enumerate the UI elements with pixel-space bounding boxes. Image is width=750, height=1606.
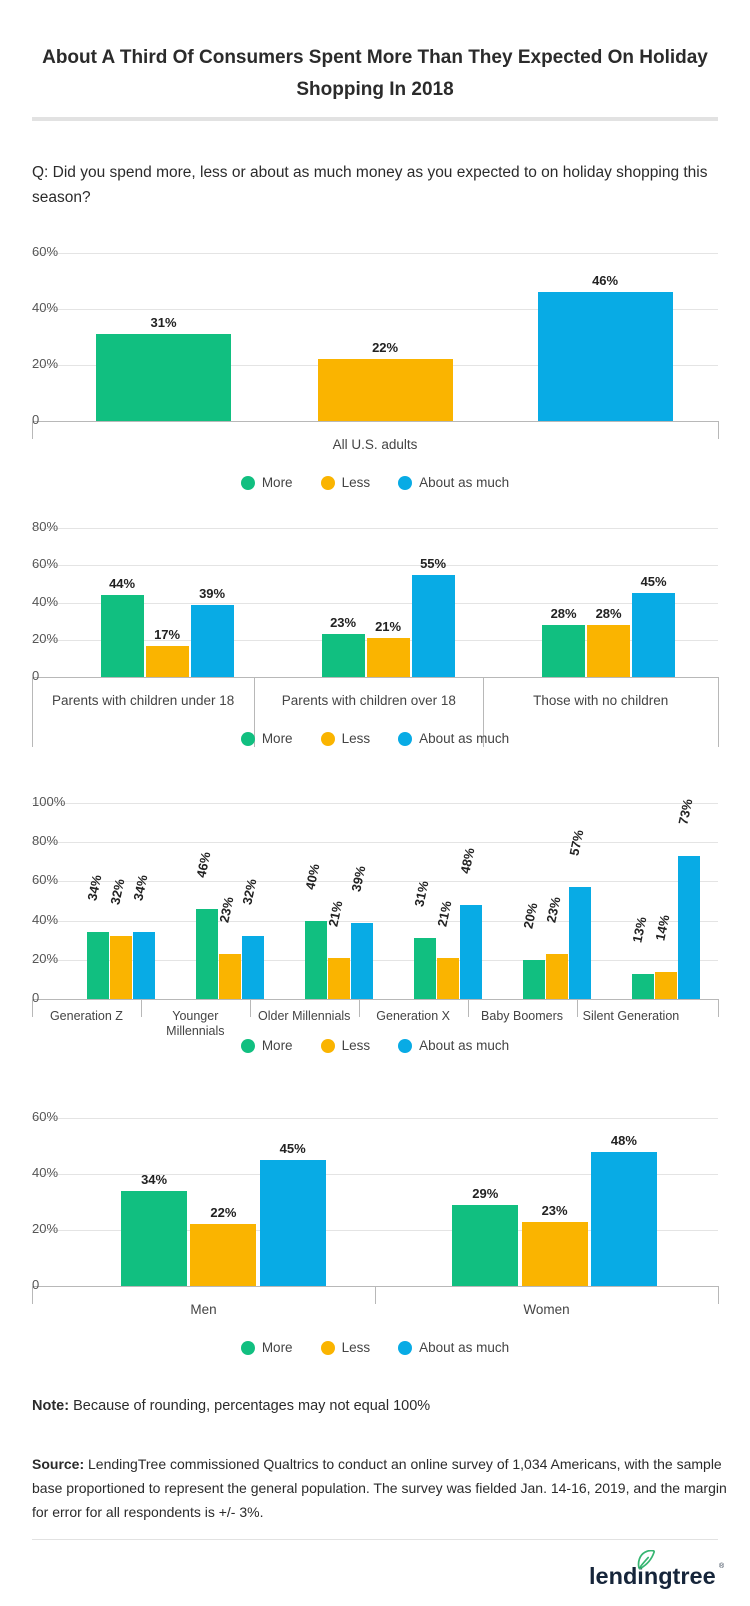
svg-text:®: ® (719, 1562, 724, 1570)
svg-text:lendingtree: lendingtree (589, 1563, 716, 1589)
